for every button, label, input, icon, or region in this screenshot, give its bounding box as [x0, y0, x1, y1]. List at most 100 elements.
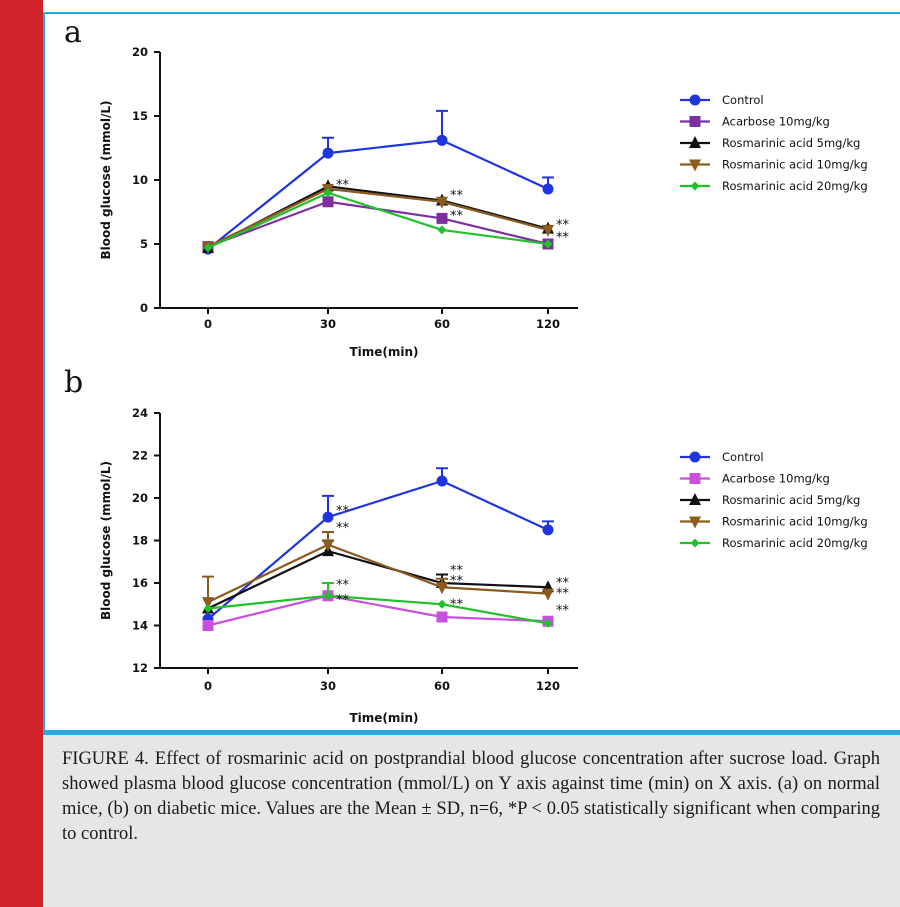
- chart1-y-tick-label: 0: [140, 301, 148, 315]
- chart1-x-axis-title: Time(min): [349, 345, 418, 359]
- chart2-legend-marker-2: [689, 473, 701, 484]
- chart2-series-1-point: [542, 524, 554, 536]
- chart1-series-2-line: [207, 200, 549, 248]
- chart1-series-5-line: [207, 191, 549, 249]
- chart2-panel-label: b: [64, 365, 83, 400]
- chart2-significance-label: **: [336, 521, 350, 536]
- chart1-series-2-point: [322, 196, 334, 208]
- chart2-y-tick-label: 18: [132, 534, 148, 548]
- chart1-series-4-point: [542, 224, 554, 237]
- chart2-legend-label-2: Acarbose 10mg/kg: [722, 472, 830, 486]
- chart2-x-tick-label: 60: [434, 679, 450, 693]
- chart2-y-tick-label: 12: [132, 661, 148, 675]
- chart2-series-5-point: [203, 604, 213, 613]
- left-accent-bar: [0, 0, 43, 907]
- left-border: [43, 12, 45, 732]
- chart2-series-2-point: [436, 611, 448, 623]
- chart1-significance-label: **: [450, 209, 464, 224]
- chart2-significance-label: **: [450, 597, 464, 612]
- chart1-legend-label-3: Rosmarinic acid 5mg/kg: [722, 136, 860, 150]
- chart1-x-tick-label: 0: [204, 317, 212, 331]
- chart1-series-1-point: [322, 147, 334, 159]
- chart2-significance-label: **: [336, 504, 350, 519]
- chart1-x-tick-label: 120: [536, 317, 560, 331]
- chart2-legend-label-5: Rosmarinic acid 20mg/kg: [722, 536, 868, 550]
- chart2-y-axis-title: Blood glucose (mmol/L): [99, 461, 113, 620]
- chart1-series-1-point: [542, 183, 554, 195]
- chart2-y-tick-label: 22: [132, 449, 148, 463]
- chart2-legend-marker-1: [689, 451, 701, 463]
- chart2-significance-label: **: [336, 593, 350, 608]
- chart2-x-tick-label: 30: [320, 679, 336, 693]
- chart2-series-5-point: [323, 591, 333, 601]
- top-border: [43, 12, 900, 14]
- chart1-legend-marker-1: [689, 94, 701, 106]
- caption-box: [45, 735, 900, 907]
- chart1-series-4-line: [207, 187, 549, 248]
- chart1-series-5-point: [323, 188, 333, 198]
- chart2-x-axis-title: Time(min): [349, 711, 418, 725]
- chart2-legend-marker-5: [690, 538, 700, 548]
- chart2-series-4-point: [322, 539, 334, 552]
- chart2-y-tick-label: 24: [132, 406, 148, 420]
- figure-caption: FIGURE 4. Effect of rosmarinic acid on p…: [62, 749, 880, 844]
- chart2-series-1-point: [436, 475, 448, 487]
- chart1-series-5-point: [203, 243, 213, 253]
- chart2-x-tick-label: 0: [204, 679, 212, 693]
- chart2-legend-marker-3: [689, 493, 701, 505]
- chart2-series-4-line: [207, 543, 549, 604]
- chart1-series-5-point: [543, 239, 553, 249]
- chart2-series-4-point: [542, 588, 554, 601]
- chart2-y-tick-label: 16: [132, 576, 148, 590]
- chart1-y-tick-label: 5: [140, 237, 148, 251]
- chart1-y-axis-title: Blood glucose (mmol/L): [99, 101, 113, 260]
- chart2-series-2-line: [207, 594, 549, 627]
- chart2-significance-label: **: [336, 578, 350, 593]
- chart2-legend-label-1: Control: [722, 450, 764, 464]
- chart1-significance-label: **: [336, 178, 350, 193]
- chart1-legend-marker-4: [689, 159, 701, 172]
- chart1-legend-label-2: Acarbose 10mg/kg: [722, 115, 830, 129]
- chart2-significance-label: **: [556, 576, 570, 591]
- chart2-series-4-point: [436, 582, 448, 595]
- chart2-significance-label: **: [450, 563, 464, 578]
- chart1-legend-marker-5: [690, 181, 700, 191]
- chart1-series-1-point: [436, 134, 448, 146]
- chart1-legend-label-5: Rosmarinic acid 20mg/kg: [722, 179, 868, 193]
- chart1-y-tick-label: 20: [132, 45, 148, 59]
- chart1-series-5-point: [437, 225, 447, 235]
- chart2-y-tick-label: 14: [132, 619, 148, 633]
- chart1-panel-label: a: [64, 15, 82, 50]
- chart2-legend-marker-4: [689, 516, 701, 529]
- chart1-series-1-line: [207, 139, 549, 250]
- chart2-series-1-line: [207, 479, 549, 620]
- caption-divider: [43, 730, 900, 735]
- chart1-series-2-point: [436, 212, 448, 224]
- chart2-significance-label: **: [556, 587, 570, 602]
- chart1-x-tick-label: 60: [434, 317, 450, 331]
- chart2-series-1-point: [322, 511, 334, 523]
- chart2-series-5-point: [543, 618, 553, 628]
- chart2-significance-label: **: [556, 604, 570, 619]
- chart1-legend-label-4: Rosmarinic acid 10mg/kg: [722, 158, 868, 172]
- chart2-x-tick-label: 120: [536, 679, 560, 693]
- chart2-series-2-point: [202, 620, 214, 631]
- chart1-legend-label-1: Control: [722, 93, 764, 107]
- chart1-significance-label: **: [556, 218, 570, 233]
- chart2-legend-label-4: Rosmarinic acid 10mg/kg: [722, 515, 868, 529]
- chart1-y-tick-label: 15: [132, 109, 148, 123]
- chart1-series-4-point: [436, 196, 448, 209]
- chart1-x-tick-label: 30: [320, 317, 336, 331]
- chart1-legend-marker-3: [689, 136, 701, 148]
- chart2-series-4-point: [202, 597, 214, 610]
- chart1-significance-label: **: [556, 231, 570, 246]
- chart1-y-tick-label: 10: [132, 173, 148, 187]
- chart2-significance-label: **: [450, 574, 464, 589]
- chart2-series-5-line: [207, 594, 549, 625]
- chart1-legend-marker-2: [689, 116, 701, 127]
- chart1-significance-label: **: [450, 188, 464, 203]
- chart2-y-tick-label: 20: [132, 491, 148, 505]
- chart2-legend-label-3: Rosmarinic acid 5mg/kg: [722, 493, 860, 507]
- chart2-series-5-point: [437, 599, 447, 609]
